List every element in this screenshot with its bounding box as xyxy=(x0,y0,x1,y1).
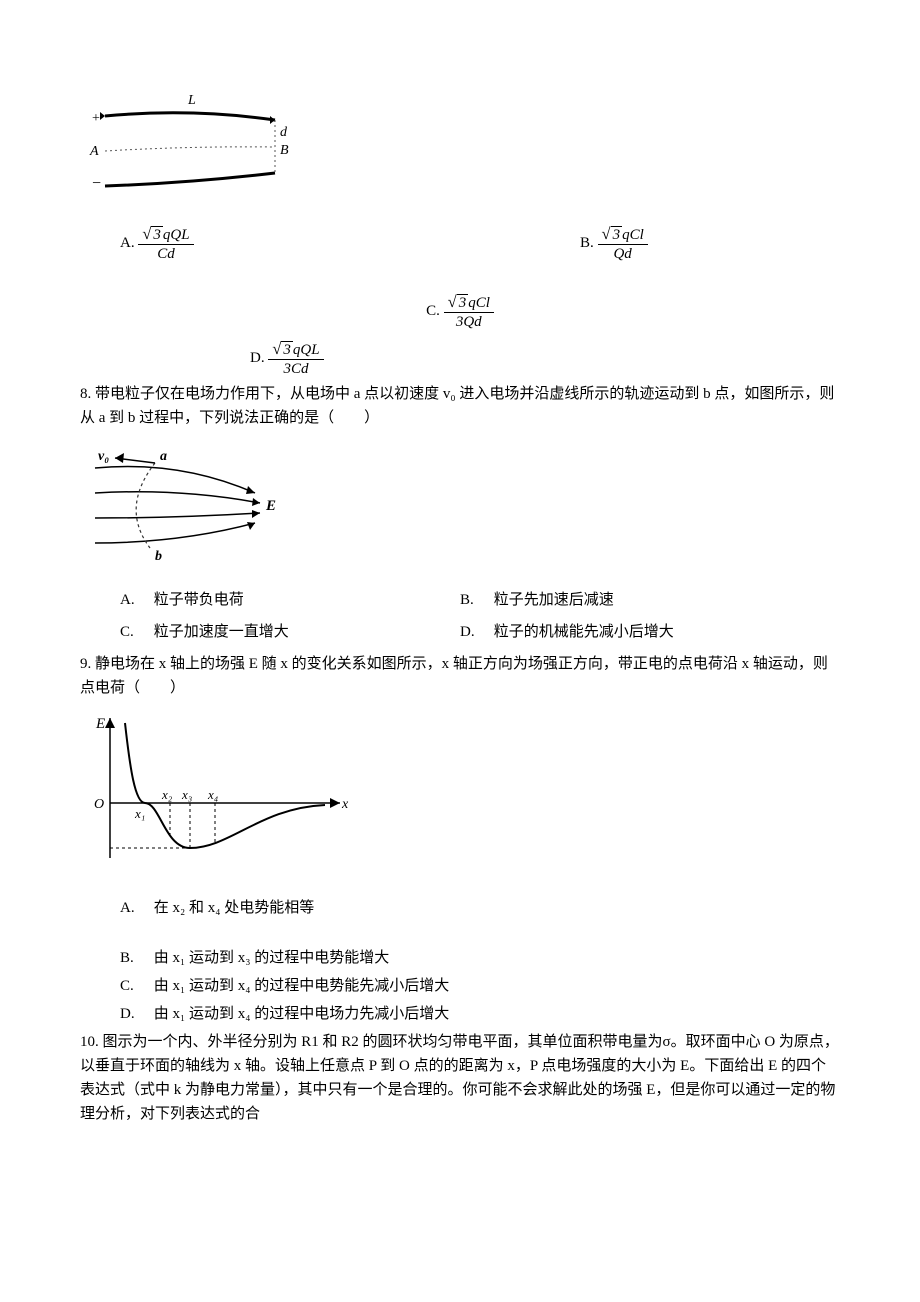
q9-choice-d: D. 由 x₁ 运动到 x₄ 的过程中电场力先减小后增大 xyxy=(80,1002,840,1026)
q8-choice-d: D. 粒子的机械能先减小后增大 xyxy=(460,620,840,644)
q9-figure: E O x x₁ x₂ x₃ x₄ xyxy=(80,708,840,886)
choice-text: 粒子先加速后减速 xyxy=(494,592,614,608)
q9-choice-c: C. 由 x₁ 运动到 x₄ 的过程中电势能先减小后增大 xyxy=(80,974,840,998)
choice-label: B. xyxy=(460,588,490,612)
choice-label: D. xyxy=(460,620,490,644)
svg-text:O: O xyxy=(94,797,104,812)
q9-stem: 9. 静电场在 x 轴上的场强 E 随 x 的变化关系如图所示，x 轴正方向为场… xyxy=(80,652,840,700)
choice-label: C. xyxy=(80,974,150,998)
choice-label: D. xyxy=(250,350,265,366)
q8-choice-b: B. 粒子先加速后减速 xyxy=(460,588,840,612)
q8-stem: 8. 带电粒子仅在电场力作用下，从电场中 a 点以初速度 v₀ 进入电场并沿虚线… xyxy=(80,382,840,430)
choice-label: A. xyxy=(80,588,150,612)
q8-choice-a: A. 粒子带负电荷 xyxy=(80,588,460,612)
choice-text: 在 x₂ 和 x₄ 处电势能相等 xyxy=(154,900,314,916)
svg-text:x: x xyxy=(341,797,349,812)
choice-label: A. xyxy=(80,896,150,920)
svg-text:b: b xyxy=(155,549,162,564)
choice-label: B. xyxy=(80,946,150,970)
q8-choice-c: C. 粒子加速度一直增大 xyxy=(80,620,460,644)
choice-text: 由 x₁ 运动到 x₄ 的过程中电势能先减小后增大 xyxy=(154,978,449,994)
q9-choice-a: A. 在 x₂ 和 x₄ 处电势能相等 xyxy=(80,896,840,920)
svg-text:a: a xyxy=(160,449,167,464)
q9-choice-b: B. 由 x₁ 运动到 x₃ 的过程中电势能增大 xyxy=(80,946,840,970)
q10-stem: 10. 图示为一个内、外半径分别为 R1 和 R2 的圆环状均匀带电平面，其单位… xyxy=(80,1030,840,1126)
svg-text:E: E xyxy=(95,716,105,732)
svg-text:x₁: x₁ xyxy=(134,806,145,821)
svg-text:A: A xyxy=(89,144,99,159)
svg-text:x₃: x₃ xyxy=(181,787,192,802)
choice-label: B. xyxy=(580,235,594,251)
choice-label: A. xyxy=(120,235,135,251)
q7-choice-d: D. √3qQL 3Cd xyxy=(80,339,840,378)
svg-text:−: − xyxy=(92,175,101,192)
svg-text:L: L xyxy=(187,93,196,108)
svg-text:d: d xyxy=(280,125,288,140)
choice-text: 粒子带负电荷 xyxy=(154,592,244,608)
choice-label: C. xyxy=(80,620,150,644)
q8-figure: v₀ a b E xyxy=(80,438,840,576)
choice-text: 由 x₁ 运动到 x₃ 的过程中电势能增大 xyxy=(154,950,389,966)
choice-text: 粒子的机械能先减小后增大 xyxy=(494,624,674,640)
choice-text: 由 x₁ 运动到 x₄ 的过程中电场力先减小后增大 xyxy=(154,1006,449,1022)
q7-choice-a: A. √3qQL Cd xyxy=(120,224,194,263)
choice-text: 粒子加速度一直增大 xyxy=(154,624,289,640)
svg-text:E: E xyxy=(265,498,276,514)
choice-label: D. xyxy=(80,1002,150,1026)
q7-figure: L d A B + − xyxy=(80,88,840,216)
svg-text:v₀: v₀ xyxy=(98,449,109,464)
svg-text:x₄: x₄ xyxy=(207,787,219,802)
choice-label: C. xyxy=(426,303,440,319)
svg-text:x₂: x₂ xyxy=(161,787,173,802)
q7-choice-c: C. √3qCl 3Qd xyxy=(80,292,840,331)
svg-text:+: + xyxy=(92,111,100,126)
q7-choice-b: B. √3qCl Qd xyxy=(580,224,648,263)
svg-text:B: B xyxy=(280,143,289,158)
